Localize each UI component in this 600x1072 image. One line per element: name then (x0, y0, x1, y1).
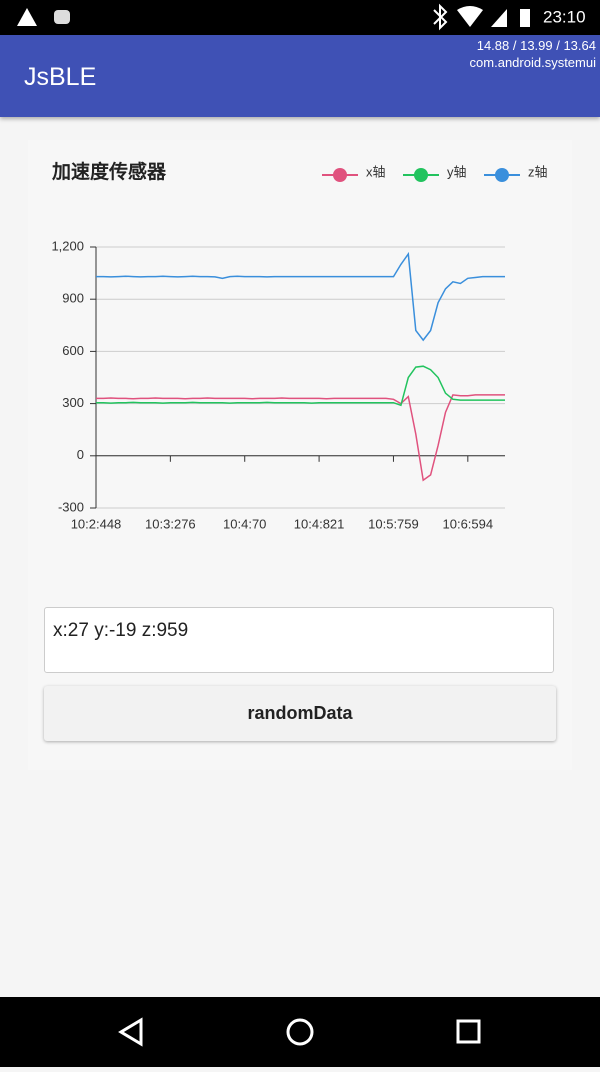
series-line (96, 365, 505, 407)
chart: 加速度传感器 1,200 900 600 300 0 -300 10:2:448 10:3:2… (51, 160, 548, 531)
time: 23:10 (543, 7, 586, 26)
warning-icon (17, 8, 37, 26)
x-tick-label: 10:4:821 (294, 516, 345, 531)
signal-icon (491, 9, 507, 27)
android-icon (54, 10, 70, 24)
series-line (96, 251, 505, 342)
recents-button[interactable] (456, 1019, 481, 1044)
legend-label: z轴 (528, 164, 548, 179)
legend-label: x轴 (366, 164, 386, 179)
app-title: JsBLE (24, 63, 97, 91)
home-button[interactable] (286, 1018, 314, 1046)
x-tick-label: 10:4:70 (223, 516, 266, 531)
random-data-button[interactable]: randomData (44, 686, 556, 741)
legend-marker (414, 168, 428, 182)
nav-icons (118, 1017, 481, 1047)
debug-overlay: 14.88 / 13.99 / 13.64 com.android.system… (470, 37, 596, 71)
y-tick-label: 300 (62, 395, 84, 410)
status-bar: 23:10 (0, 0, 600, 35)
y-tick-label: 600 (62, 343, 84, 358)
y-tick-label: -300 (58, 499, 84, 514)
process-text: com.android.systemui (469, 55, 596, 70)
y-tick-label: 900 (62, 291, 84, 306)
bluetooth-icon (433, 3, 448, 31)
legend-marker (495, 168, 509, 182)
wifi-icon (457, 6, 483, 27)
legend-label: y轴 (447, 164, 467, 179)
x-tick-label: 10:2:448 (71, 516, 122, 531)
battery-icon (520, 9, 530, 27)
nav-bar (0, 997, 600, 1067)
text-input[interactable]: x:27 y:-19 z:959 (44, 607, 554, 673)
legend-marker (333, 168, 347, 182)
x-tick-label: 10:5:759 (368, 516, 419, 531)
chart-title: 加速度传感器 (51, 160, 167, 183)
series-line (96, 394, 505, 482)
app-bar: JsBLE 14.88 / 13.99 / 13.64 com.android.… (0, 35, 600, 117)
back-button[interactable] (118, 1017, 143, 1047)
x-tick-label: 10:6:594 (443, 516, 494, 531)
y-tick-label: 1,200 (51, 238, 84, 253)
status-icons: 23:10 (17, 3, 586, 31)
fps-text: 14.88 / 13.99 / 13.64 (476, 38, 596, 53)
y-tick-label: 0 (77, 447, 84, 462)
x-tick-label: 10:3:276 (145, 516, 196, 531)
